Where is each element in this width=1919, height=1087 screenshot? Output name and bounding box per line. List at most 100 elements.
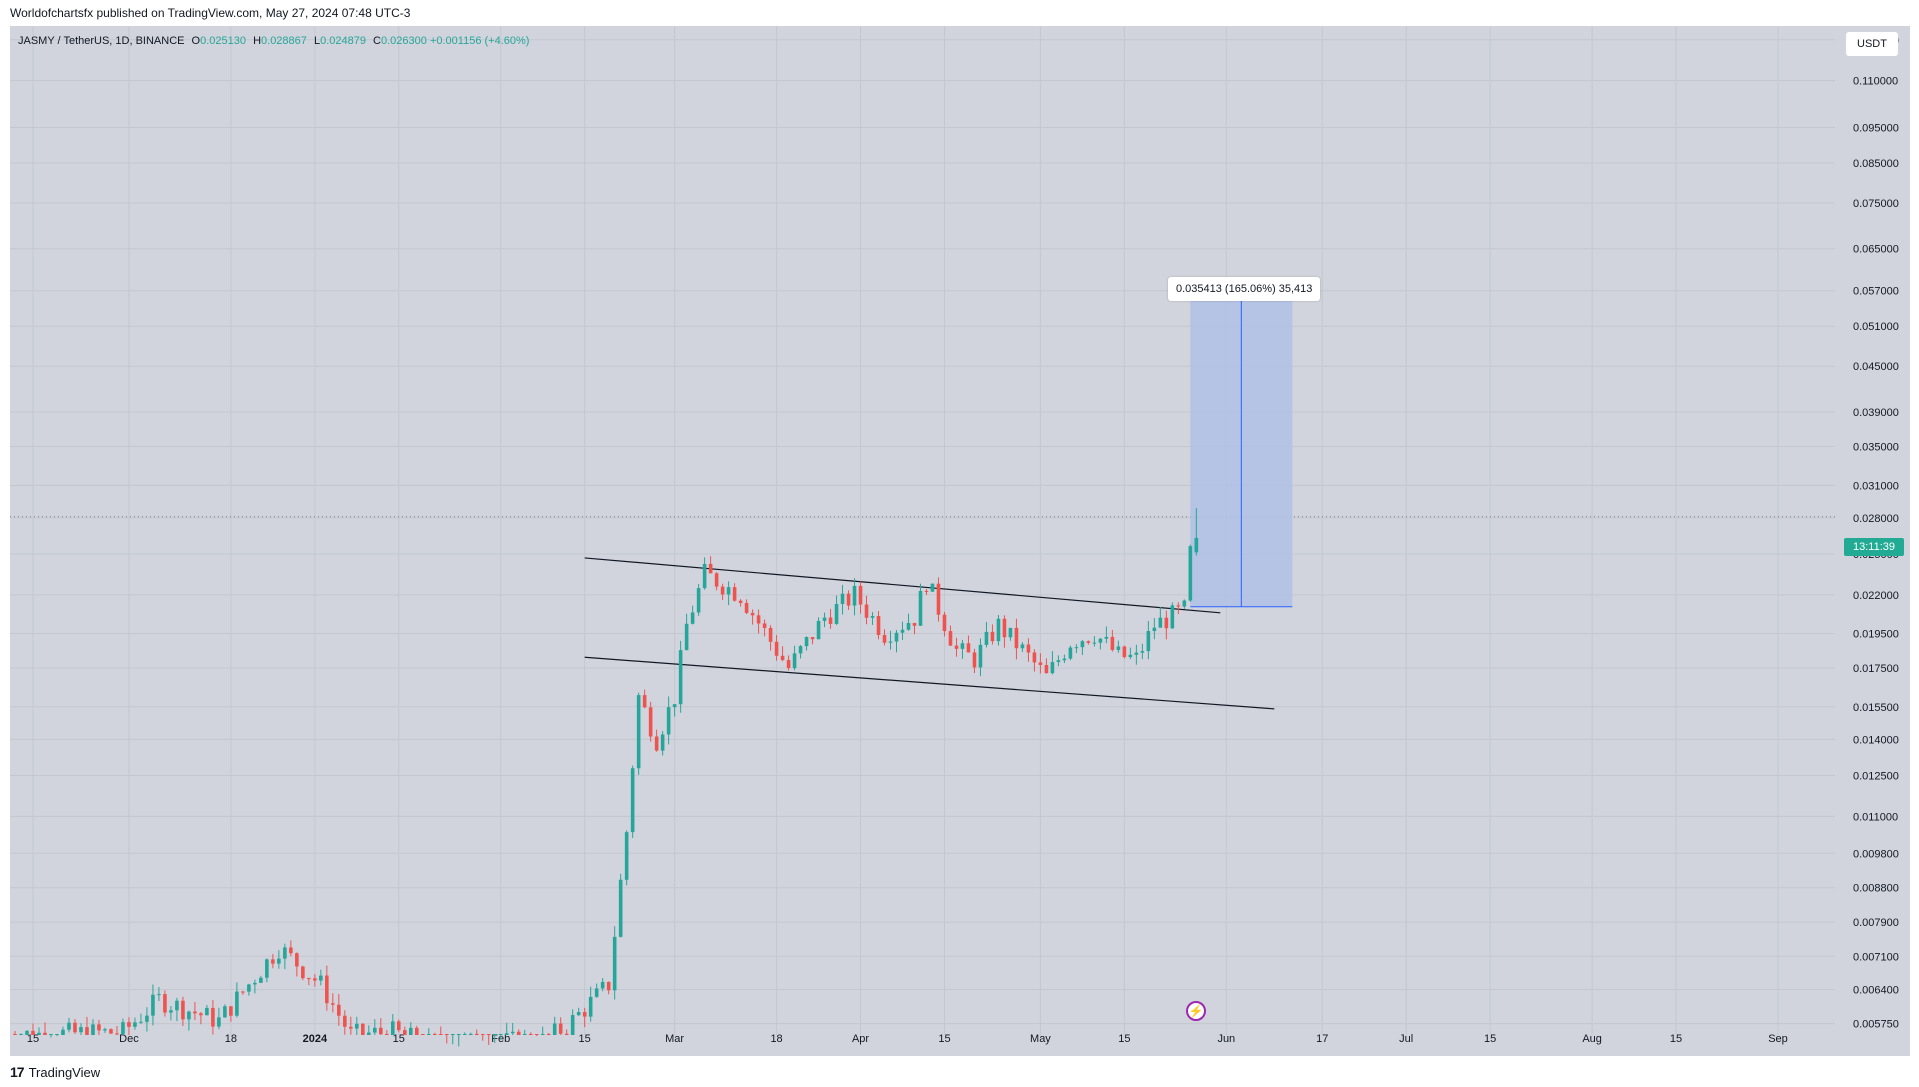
candle-body: [1038, 662, 1043, 665]
candle-body: [516, 1031, 521, 1035]
candle-body: [474, 1033, 479, 1035]
candle: [1074, 644, 1079, 654]
candle-body: [181, 1000, 185, 1020]
candle-body: [199, 1013, 203, 1016]
candle-body: [672, 704, 677, 708]
measure-result-label: 0.035413 (165.06%) 35,413: [1168, 277, 1321, 301]
candle-body: [792, 653, 797, 669]
candle: [379, 1018, 383, 1035]
candle: [468, 1032, 473, 1035]
low-label: L: [313, 35, 321, 47]
candle-body: [337, 1004, 341, 1016]
candle: [972, 648, 977, 674]
x-tick-label: 15: [579, 1033, 591, 1045]
symbol-legend: JASMY / TetherUS, 1D, BINANCE O0.025130 …: [18, 35, 529, 47]
candle: [666, 696, 671, 745]
candle: [702, 557, 707, 590]
candle-body: [930, 583, 935, 592]
candle: [13, 1030, 17, 1035]
lightning-icon[interactable]: ⚡: [1186, 1001, 1206, 1021]
candle: [19, 1033, 23, 1035]
candle-body: [37, 1032, 41, 1035]
chart-pane[interactable]: [10, 26, 1910, 1056]
candle-body: [1104, 636, 1109, 639]
candle: [708, 556, 713, 574]
candle: [774, 635, 779, 661]
candle: [1110, 629, 1115, 652]
candle-body: [175, 1000, 179, 1011]
candle: [726, 581, 731, 606]
candle: [414, 1025, 419, 1035]
candle-body: [852, 585, 857, 606]
candle-body: [193, 1011, 197, 1014]
footer-brand: 17 TradingView: [10, 1064, 100, 1080]
x-tick-label: 18: [225, 1033, 237, 1045]
candle: [1116, 640, 1121, 653]
candle-body: [528, 1034, 533, 1035]
candle-body: [834, 603, 839, 624]
candle: [876, 611, 881, 640]
candle-body: [49, 1034, 53, 1035]
candle-body: [271, 959, 275, 964]
candle-body: [960, 643, 965, 649]
time-axis: 15 Dec 18 2024 15 Feb 15 Mar 18 Apr 15 May 15 Jun 17 Ju…: [27, 1033, 1788, 1045]
low-value: 0.024879: [320, 35, 366, 47]
candle: [984, 622, 989, 648]
candle-body: [810, 637, 815, 640]
candle-body: [942, 614, 947, 632]
channel-trendlines: [584, 557, 1275, 710]
candle-body: [654, 736, 659, 751]
candle-body: [420, 1034, 425, 1035]
candle: [882, 629, 887, 646]
candle-body: [79, 1027, 83, 1033]
candle: [1152, 618, 1157, 640]
candle: [900, 621, 905, 640]
candle: [864, 595, 869, 625]
y-tick-label: 0.065000: [1853, 244, 1899, 256]
candle: [564, 1029, 569, 1035]
y-tick-label: 0.005750: [1853, 1019, 1899, 1031]
candle: [1128, 647, 1133, 660]
candle-body: [61, 1029, 65, 1035]
candle-body: [846, 593, 851, 606]
candle: [139, 1013, 143, 1024]
candle: [594, 983, 599, 998]
candle-body: [822, 617, 827, 621]
candle: [858, 581, 863, 614]
candle: [1002, 615, 1007, 648]
candle: [492, 1034, 497, 1043]
candle: [744, 599, 749, 615]
candle-body: [870, 616, 875, 618]
candle: [804, 636, 809, 651]
candle: [384, 1030, 389, 1035]
candle-body: [660, 734, 665, 751]
candle-body: [624, 832, 629, 880]
x-tick-label: Sep: [1768, 1033, 1788, 1045]
currency-button[interactable]: USDT: [1846, 32, 1898, 56]
candle: [1104, 626, 1109, 644]
candle-body: [343, 1015, 347, 1027]
candle: [1140, 643, 1145, 660]
candle: [756, 609, 761, 634]
candle-body: [402, 1030, 407, 1035]
candle: [792, 645, 797, 671]
candle-body: [1158, 617, 1163, 628]
candle: [1068, 645, 1073, 661]
candle-body: [636, 695, 641, 769]
candle: [259, 975, 263, 983]
candle: [546, 1032, 551, 1035]
candle: [444, 1034, 449, 1044]
candle: [325, 965, 329, 1011]
candle-body: [570, 1015, 575, 1035]
candle: [157, 987, 161, 1001]
y-tick-label: 0.028000: [1853, 513, 1899, 525]
y-tick-label: 0.009800: [1853, 848, 1899, 860]
candle-body: [756, 615, 761, 624]
candle-body: [714, 573, 719, 587]
candle: [852, 578, 857, 616]
candle-body: [798, 646, 803, 654]
candle: [277, 950, 281, 969]
candle: [313, 974, 317, 987]
candle-body: [373, 1027, 377, 1033]
